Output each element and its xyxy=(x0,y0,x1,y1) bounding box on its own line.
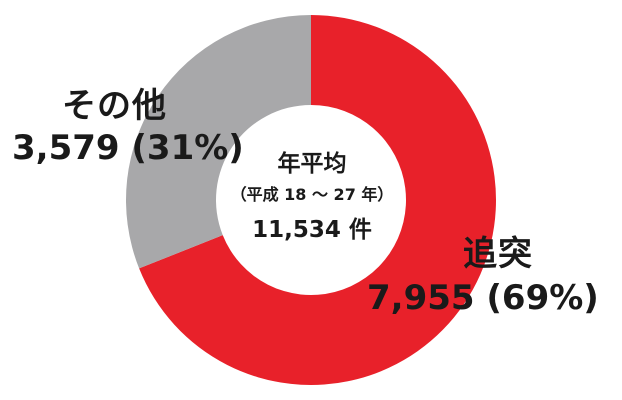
center-total: 11,534 件 xyxy=(252,217,372,243)
label-main: 追突 xyxy=(463,234,533,274)
label-other: その他 xyxy=(62,86,167,126)
value-main: 7,955 (69%) xyxy=(367,278,599,318)
value-other: 3,579 (31%) xyxy=(12,128,244,168)
slice-main xyxy=(139,15,497,385)
center-subtitle: （平成 18 ～ 27 年） xyxy=(230,185,394,204)
slice-other xyxy=(126,15,312,269)
center-title: 年平均 xyxy=(277,151,347,177)
slices-group xyxy=(126,15,497,385)
